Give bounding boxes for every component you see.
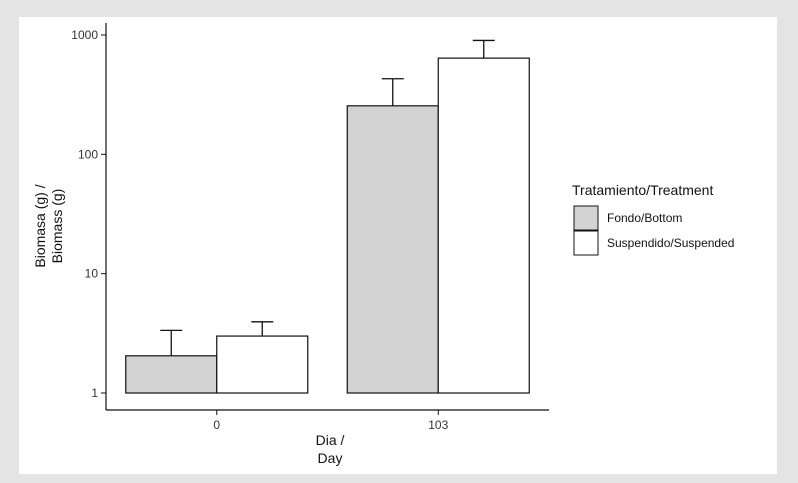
bar-suspendido-day-103 — [437, 57, 530, 394]
bar-suspendido-day-0 — [216, 335, 309, 394]
x-tick-label: 0 — [213, 418, 220, 432]
y-tick-label: 10 — [85, 267, 99, 281]
y-axis-title-line1: Biomasa (g) / — [32, 184, 48, 267]
error-bars-layer — [160, 39, 495, 356]
y-axis-title-line2: Biomass (g) — [49, 189, 65, 264]
legend-title: Tratamiento/Treatment — [572, 182, 713, 198]
y-tick-label: 1 — [91, 386, 98, 400]
x-tick-label: 103 — [428, 418, 448, 432]
x-axis-title-line2: Day — [318, 450, 343, 466]
bar-fondo-day-0 — [125, 355, 218, 394]
bar-fondo-day-103 — [346, 105, 439, 394]
legend-key-fondo — [573, 205, 599, 231]
legend-label-fondo: Fondo/Bottom — [607, 211, 682, 225]
x-axis-title-line1: Dia / — [316, 432, 345, 448]
legend-label-suspendido: Suspendido/Suspended — [607, 236, 734, 250]
figure-panel: 1 10 100 1000 0 103 Dia / Day Biomasa (g) / … — [19, 17, 777, 474]
legend: Tratamiento/Treatment Fondo/Bottom Suspe… — [572, 182, 734, 256]
y-tick-label: 100 — [78, 147, 98, 161]
y-axis-ticks: 1 10 100 1000 — [71, 28, 106, 400]
y-tick-label: 1000 — [71, 28, 98, 42]
bars-layer — [125, 57, 530, 394]
x-axis-ticks: 0 103 — [213, 410, 449, 432]
legend-key-suspendido — [573, 230, 599, 256]
